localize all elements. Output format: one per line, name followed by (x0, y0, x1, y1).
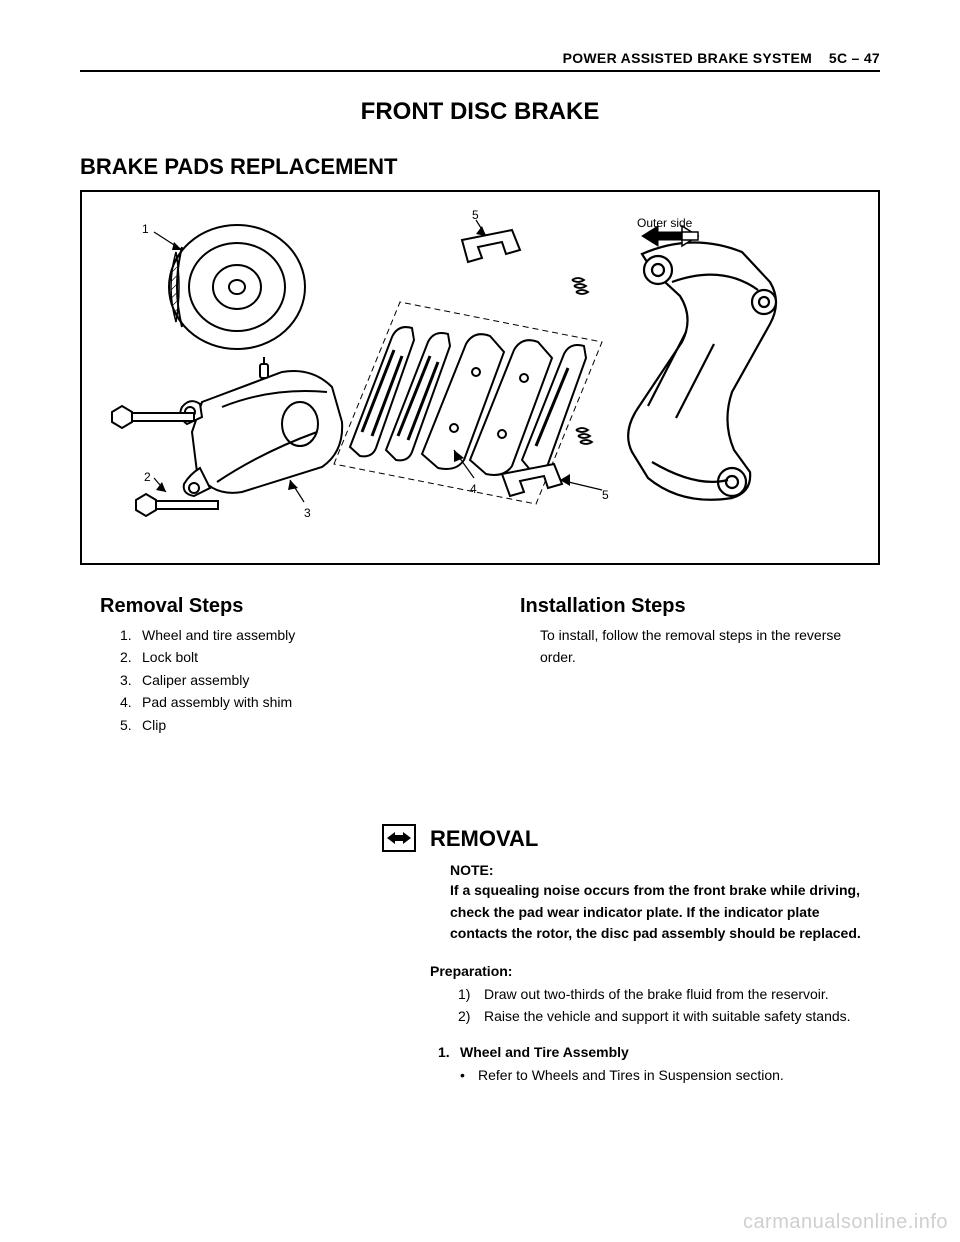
step-text: Clip (142, 714, 166, 736)
removal-detail-section: REMOVAL NOTE: If a squealing noise occur… (430, 826, 880, 1086)
preparation-label: Preparation: (430, 963, 880, 979)
removal-step-item: 5.Clip (120, 714, 440, 736)
section-code: 5C – 47 (829, 50, 880, 66)
preparation-item: 1)Draw out two-thirds of the brake fluid… (458, 983, 880, 1005)
bullet-marker: • (460, 1064, 478, 1086)
removal-step-item: 3.Caliper assembly (120, 669, 440, 691)
step-text: Pad assembly with shim (142, 691, 292, 713)
bullet-item: •Refer to Wheels and Tires in Suspension… (460, 1064, 880, 1086)
sub-item-text: Wheel and Tire Assembly (460, 1044, 629, 1060)
preparation-list: 1)Draw out two-thirds of the brake fluid… (458, 983, 880, 1028)
step-number: 2. (120, 646, 142, 668)
note-body: If a squealing noise occurs from the fro… (450, 880, 880, 945)
preparation-item: 2)Raise the vehicle and support it with … (458, 1005, 880, 1027)
callout-5-top: 5 (472, 208, 479, 222)
callout-2: 2 (144, 470, 151, 484)
removal-heading: REMOVAL (430, 826, 880, 852)
step-text: Lock bolt (142, 646, 198, 668)
removal-steps-heading: Removal Steps (100, 595, 440, 618)
manual-page: POWER ASSISTED BRAKE SYSTEM 5C – 47 FRON… (0, 0, 960, 1242)
note-label: NOTE: (450, 862, 880, 878)
outer-side-label: Outer side (637, 216, 692, 230)
removal-step-item: 2.Lock bolt (120, 646, 440, 668)
callout-3: 3 (304, 506, 311, 520)
step-text: Caliper assembly (142, 669, 249, 691)
step-number: 5. (120, 714, 142, 736)
step-number: 1. (120, 624, 142, 646)
diagram-svg (82, 192, 878, 563)
sub-item-bullets: •Refer to Wheels and Tires in Suspension… (460, 1064, 880, 1086)
page-title: FRONT DISC BRAKE (80, 98, 880, 126)
step-number: 4. (120, 691, 142, 713)
prep-number: 2) (458, 1005, 484, 1027)
installation-steps-text: To install, follow the removal steps in … (540, 624, 860, 669)
page-header: POWER ASSISTED BRAKE SYSTEM 5C – 47 (80, 50, 880, 72)
callout-5-bottom: 5 (602, 488, 609, 502)
removal-step-item: 1.Wheel and tire assembly (120, 624, 440, 646)
prep-text: Raise the vehicle and support it with su… (484, 1005, 851, 1027)
step-number: 3. (120, 669, 142, 691)
sub-item-number: 1. (438, 1044, 460, 1060)
steps-columns: Removal Steps 1.Wheel and tire assembly … (80, 595, 880, 736)
step-text: Wheel and tire assembly (142, 624, 295, 646)
section-title: POWER ASSISTED BRAKE SYSTEM (563, 50, 813, 66)
installation-steps-column: Installation Steps To install, follow th… (500, 595, 880, 736)
removal-step-item: 4.Pad assembly with shim (120, 691, 440, 713)
removal-steps-column: Removal Steps 1.Wheel and tire assembly … (80, 595, 460, 736)
procedure-sub-item: 1. Wheel and Tire Assembly (438, 1044, 880, 1060)
watermark-text: carmanualsonline.info (743, 1211, 948, 1234)
prep-text: Draw out two-thirds of the brake fluid f… (484, 983, 829, 1005)
callout-1: 1 (142, 222, 149, 236)
prep-number: 1) (458, 983, 484, 1005)
procedure-title: BRAKE PADS REPLACEMENT (80, 154, 880, 180)
exploded-diagram: 1 2 3 4 5 5 Outer side (80, 190, 880, 565)
installation-steps-heading: Installation Steps (520, 595, 860, 618)
bullet-text: Refer to Wheels and Tires in Suspension … (478, 1064, 784, 1086)
disassembly-icon (382, 824, 416, 852)
removal-steps-list: 1.Wheel and tire assembly 2.Lock bolt 3.… (120, 624, 440, 736)
callout-4: 4 (470, 482, 477, 496)
